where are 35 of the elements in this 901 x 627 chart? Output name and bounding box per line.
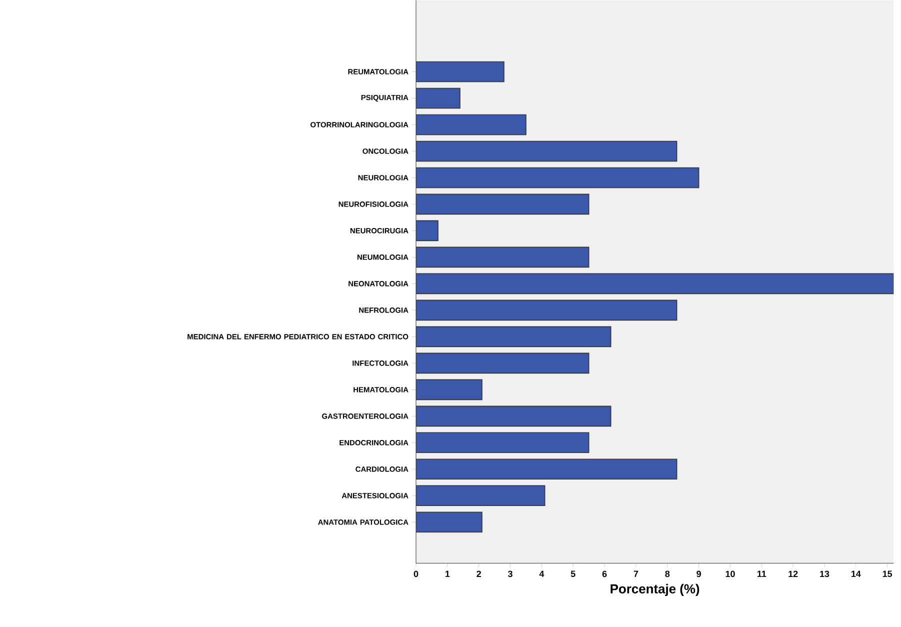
- bar: [416, 458, 678, 480]
- bar: [416, 220, 438, 242]
- x-tick-label: 2: [476, 570, 481, 577]
- x-tick-label: 4: [539, 570, 544, 577]
- x-tick-label: 12: [788, 570, 798, 577]
- x-tick-label: 3: [508, 570, 512, 577]
- bar: [416, 114, 526, 136]
- x-tick-label: 0: [414, 570, 418, 577]
- bar: [416, 194, 590, 215]
- x-tick-label: 9: [696, 570, 701, 577]
- x-tick-label: 5: [570, 570, 576, 577]
- bar: [416, 273, 894, 294]
- bar: [416, 406, 612, 426]
- bar: [416, 140, 678, 162]
- x-axis-title: Porcentaje (%): [610, 584, 700, 596]
- bar: [416, 432, 590, 453]
- bar: [416, 326, 612, 347]
- bar: [416, 485, 546, 506]
- x-tick-label: 1: [445, 570, 450, 577]
- bar: [416, 379, 482, 400]
- x-tick-label: 13: [820, 570, 830, 577]
- x-tick-label: 14: [851, 570, 861, 577]
- bar: [416, 61, 504, 82]
- x-tick-label: 10: [726, 570, 735, 577]
- x-tick-label: 8: [665, 570, 670, 577]
- bar: [416, 167, 700, 188]
- x-tick-label: 6: [602, 570, 607, 577]
- x-tick-label: 7: [634, 570, 638, 577]
- bar: [416, 352, 590, 374]
- bar: [416, 246, 590, 268]
- bar: [416, 512, 482, 532]
- x-tick-label: 11: [757, 570, 766, 577]
- bar: [416, 88, 460, 109]
- bar: [416, 300, 678, 320]
- x-tick-label: 15: [882, 570, 892, 577]
